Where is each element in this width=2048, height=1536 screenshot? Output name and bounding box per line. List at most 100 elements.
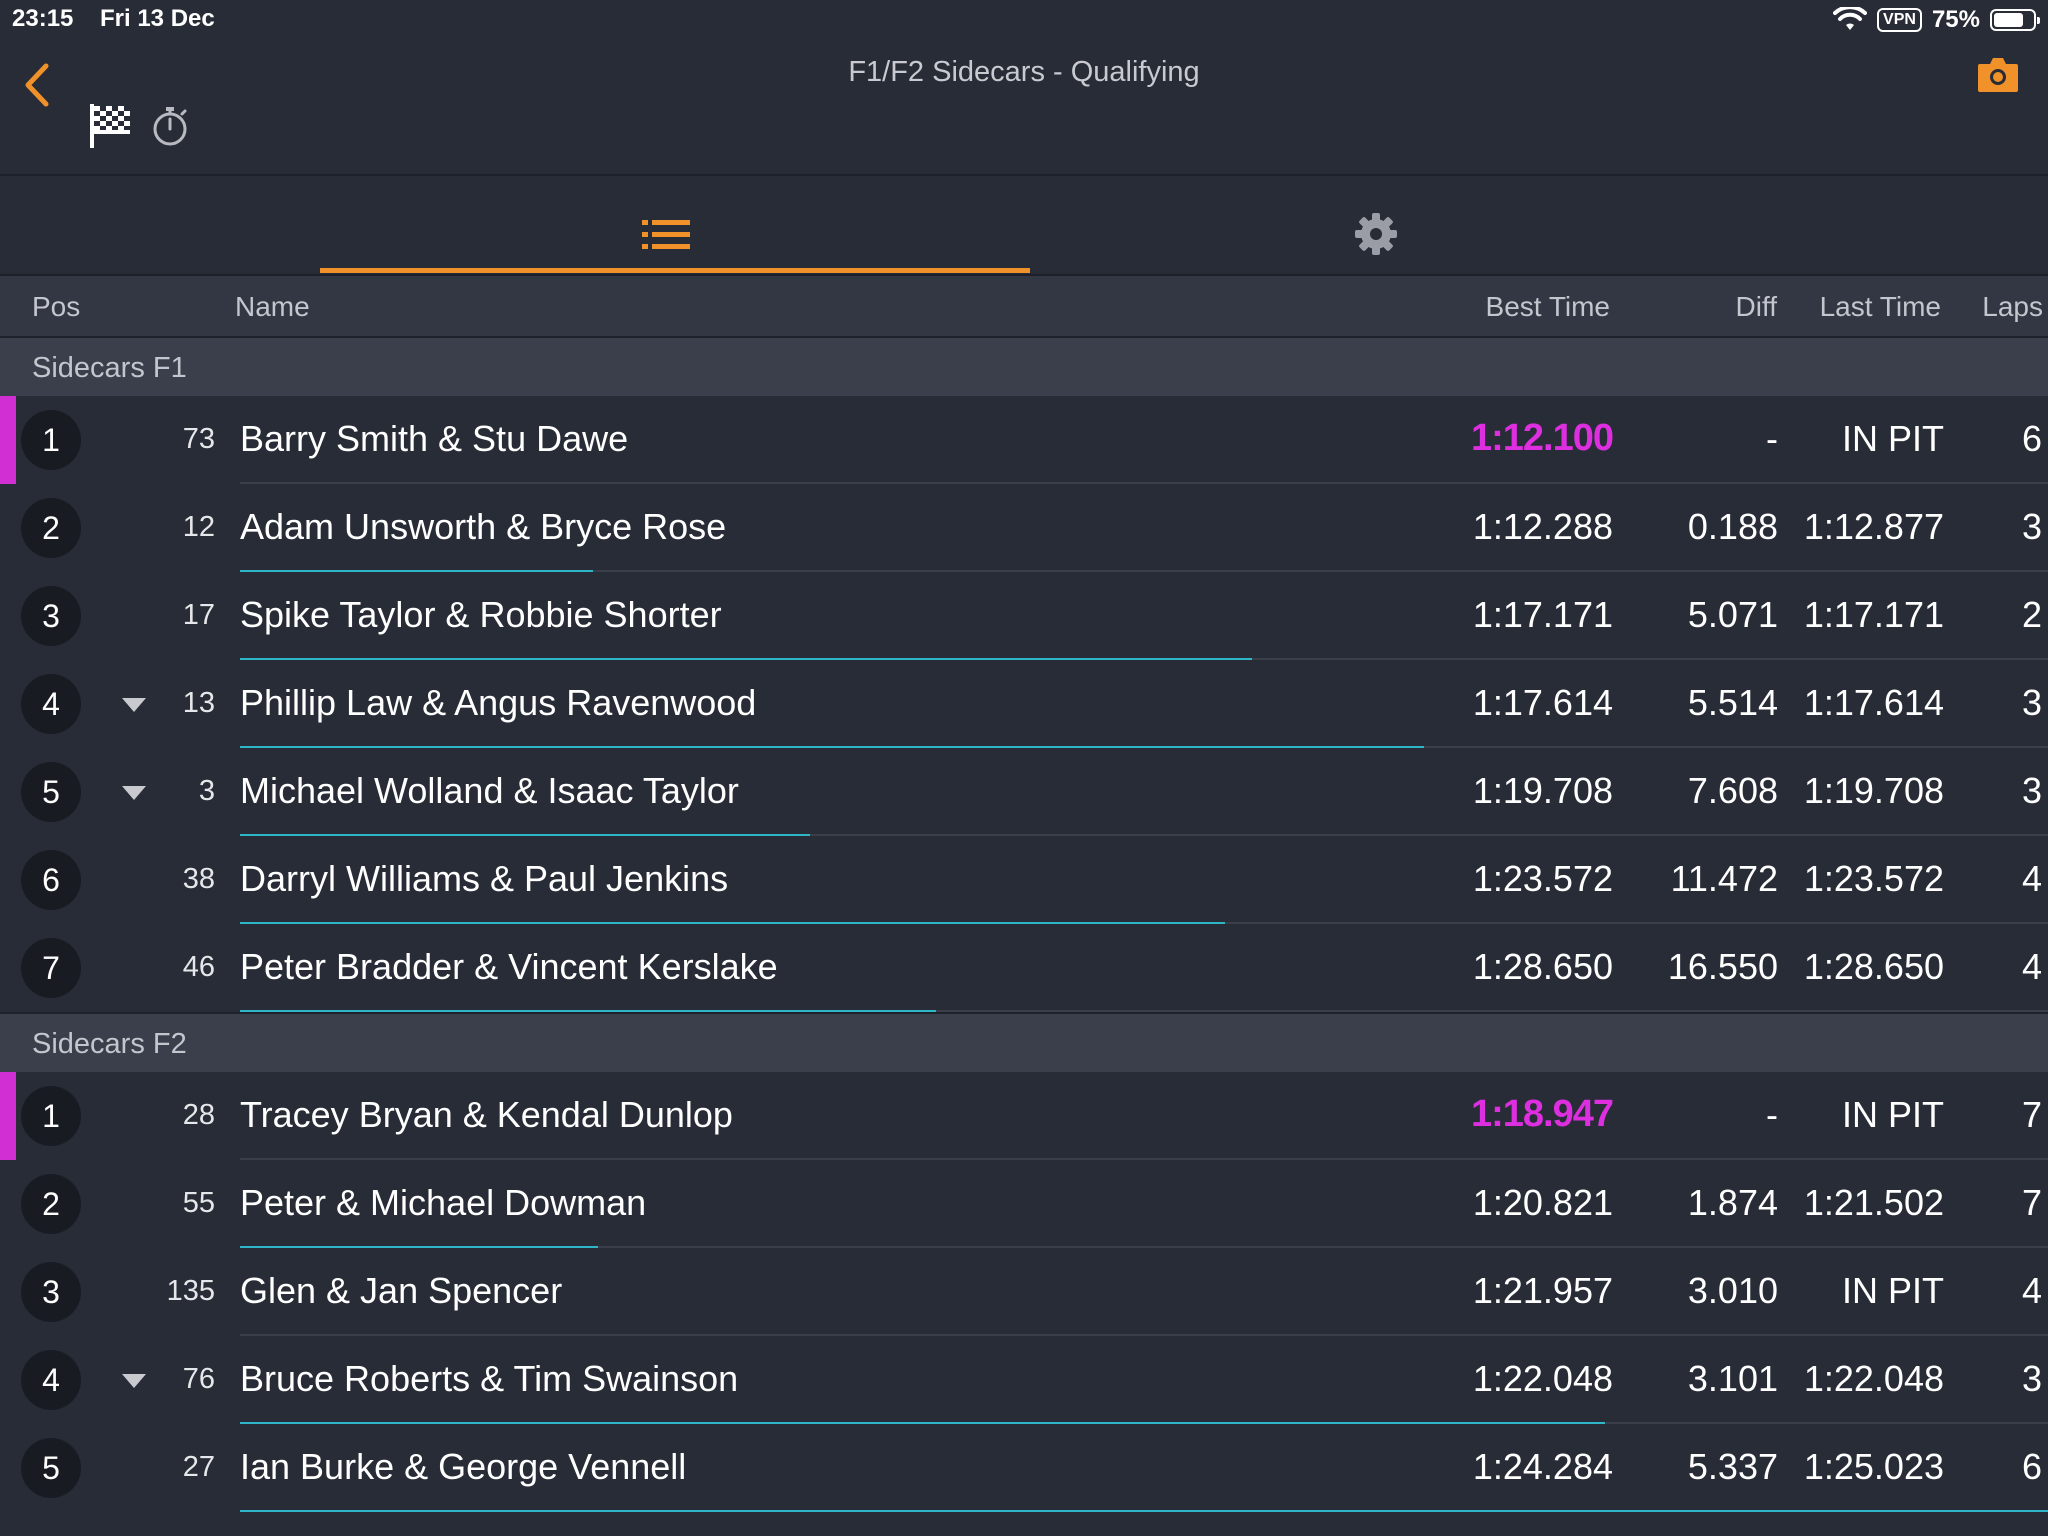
table-header: Pos Name Best Time Diff Last Time Laps (0, 276, 2048, 336)
diff-time: 11.472 (1670, 858, 1778, 899)
header-name: Name (235, 291, 310, 322)
position-badge: 6 (21, 850, 81, 910)
race-number: 73 (182, 423, 215, 455)
group-header: Sidecars F2 (0, 1012, 2048, 1072)
row-divider (240, 1246, 2048, 1248)
rider-names: Tracey Bryan & Kendal Dunlop (240, 1094, 733, 1135)
gear-icon (1355, 213, 1397, 255)
lap-progress-bar (240, 746, 1424, 748)
nav-bar: F1/F2 Sidecars - Qualifying (0, 40, 2048, 174)
last-time: 1:28.650 (1803, 946, 1944, 987)
lap-count: 3 (2021, 506, 2042, 547)
diff-time: 5.337 (1687, 1446, 1778, 1487)
table-row[interactable]: 1 73 Barry Smith & Stu Dawe 1:12.100 - IN PIT… (0, 396, 2048, 484)
position-badge: 4 (21, 1350, 81, 1410)
row-divider (240, 1334, 2048, 1336)
table-row[interactable]: 1 28 Tracey Bryan & Kendal Dunlop 1:18.947 -… (0, 1072, 2048, 1160)
group-header: Sidecars F1 (0, 336, 2048, 396)
position-badge: 2 (21, 1174, 81, 1234)
race-number: 27 (182, 1451, 215, 1483)
position-badge: 4 (21, 674, 81, 734)
race-number: 28 (182, 1099, 215, 1131)
table-row[interactable]: 2 55 Peter & Michael Dowman 1:20.821 1.874 1:… (0, 1160, 2048, 1248)
nav-divider (0, 174, 2048, 176)
position-badge: 3 (21, 586, 81, 646)
rider-names: Michael Wolland & Isaac Taylor (240, 770, 739, 811)
lap-progress-bar (240, 1010, 936, 1012)
last-time: 1:17.614 (1803, 682, 1944, 723)
battery-percent: 75% (1931, 6, 1980, 33)
table-row[interactable]: 2 12 Adam Unsworth & Bryce Rose 1:12.288 0.1… (0, 484, 2048, 572)
table-row[interactable]: 5 3 Michael Wolland & Isaac Taylor 1:19.708… (0, 748, 2048, 836)
stopwatch-icon[interactable] (150, 104, 190, 148)
table-row[interactable]: 7 46 Peter Bradder & Vincent Kerslake 1:28.… (0, 924, 2048, 1012)
row-divider (240, 1158, 2048, 1160)
diff-time: 16.550 (1667, 946, 1778, 987)
best-time: 1:18.947 (1470, 1093, 1614, 1135)
table-row[interactable]: 4 13 Phillip Law & Angus Ravenwood 1:17.614… (0, 660, 2048, 748)
last-time: IN PIT (1841, 1094, 1944, 1135)
tab-settings[interactable] (1021, 176, 1731, 274)
last-time: 1:12.877 (1803, 506, 1944, 547)
position-badge: 5 (21, 762, 81, 822)
position-badge: 3 (21, 1262, 81, 1322)
last-time: IN PIT (1841, 1270, 1944, 1311)
diff-time: - (1766, 418, 1778, 459)
diff-time: - (1766, 1094, 1778, 1135)
rider-names: Peter Bradder & Vincent Kerslake (240, 946, 778, 987)
position-badge: 7 (21, 938, 81, 998)
table-row[interactable]: 6 38 Darryl Williams & Paul Jenkins 1:23.57… (0, 836, 2048, 924)
rider-names: Bruce Roberts & Tim Swainson (240, 1358, 739, 1399)
tab-list[interactable] (320, 176, 1030, 274)
last-time: IN PIT (1841, 418, 1944, 459)
status-date: Fri 13 Dec (100, 5, 215, 32)
lap-progress-bar (240, 1422, 1605, 1424)
diff-time: 3.101 (1687, 1358, 1778, 1399)
lap-count: 6 (2021, 418, 2042, 459)
diff-time: 0.188 (1687, 506, 1778, 547)
table-row[interactable]: 5 27 Ian Burke & George Vennell 1:24.284 5.3… (0, 1424, 2048, 1512)
lap-count: 7 (2021, 1182, 2042, 1223)
best-time: 1:22.048 (1472, 1358, 1613, 1399)
table-row[interactable]: 4 76 Bruce Roberts & Tim Swainson 1:22.048 3… (0, 1336, 2048, 1424)
lap-progress-bar (240, 922, 1225, 924)
race-number: 46 (182, 951, 215, 983)
best-time: 1:28.650 (1472, 946, 1613, 987)
position-down-icon (122, 698, 146, 712)
race-number: 55 (182, 1187, 215, 1219)
camera-icon[interactable] (1976, 54, 2020, 94)
vpn-badge: VPN (1877, 8, 1922, 32)
best-time: 1:12.100 (1470, 417, 1614, 459)
rider-names: Barry Smith & Stu Dawe (240, 418, 629, 459)
race-number: 76 (182, 1363, 215, 1395)
header-last-time: Last Time (1819, 291, 1941, 322)
position-badge: 1 (21, 1086, 81, 1146)
rider-names: Ian Burke & George Vennell (240, 1446, 687, 1487)
lap-count: 6 (2021, 1446, 2042, 1487)
battery-icon (1990, 9, 2040, 31)
table-row[interactable]: 3 17 Spike Taylor & Robbie Shorter 1:17.171… (0, 572, 2048, 660)
lap-count: 4 (2021, 858, 2042, 899)
position-down-icon (122, 1374, 146, 1388)
rider-names: Glen & Jan Spencer (240, 1270, 563, 1311)
chevron-left-icon[interactable] (18, 60, 58, 110)
diff-time: 5.071 (1687, 594, 1778, 635)
lap-count: 3 (2021, 770, 2042, 811)
status-right: VPN 75% (1833, 4, 2040, 36)
lap-progress-bar (240, 658, 1252, 660)
header-laps: Laps (1982, 291, 2043, 322)
row-divider (240, 570, 2048, 572)
checkered-flag-icon[interactable] (88, 102, 132, 150)
position-badge: 5 (21, 1438, 81, 1498)
rider-names: Peter & Michael Dowman (240, 1182, 647, 1223)
table-row[interactable]: 3 135 Glen & Jan Spencer 1:21.957 3.010 IN PI… (0, 1248, 2048, 1336)
best-time: 1:24.284 (1472, 1446, 1613, 1487)
row-divider (240, 1010, 2048, 1012)
page-title: F1/F2 Sidecars - Qualifying (848, 56, 1200, 88)
active-tab-indicator (320, 268, 1030, 273)
race-number: 135 (166, 1275, 215, 1307)
lap-count: 3 (2021, 1358, 2042, 1399)
row-divider (240, 482, 2048, 484)
tabs-divider (0, 274, 2048, 276)
rider-names: Phillip Law & Angus Ravenwood (240, 682, 757, 723)
